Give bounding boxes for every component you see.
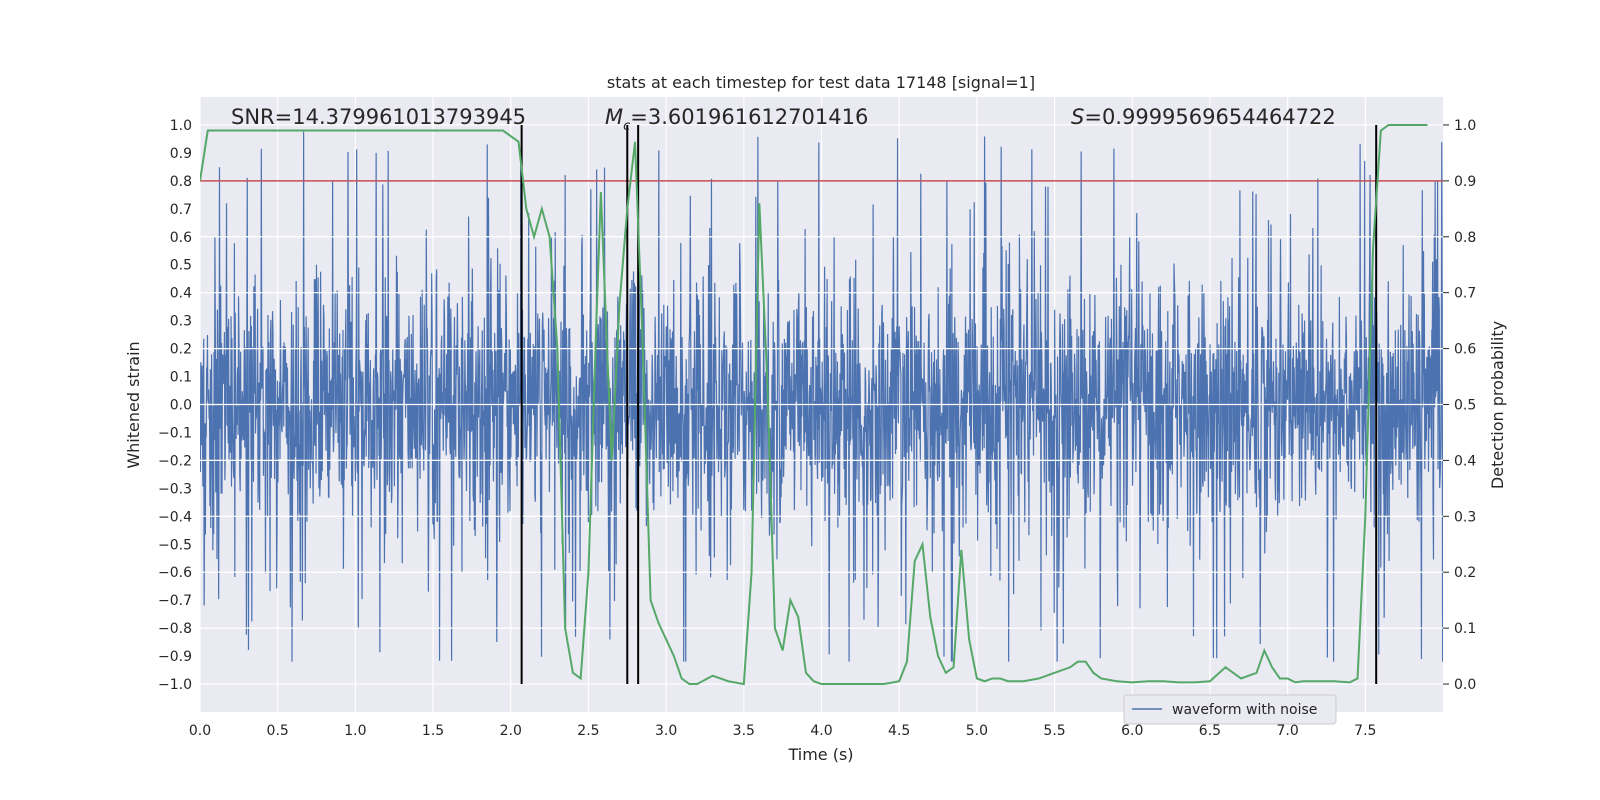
right-y-tick-label: 0.6 <box>1454 342 1476 358</box>
left-y-tick-label: −0.6 <box>158 565 192 581</box>
right-y-tick-label: 0.7 <box>1454 286 1476 302</box>
left-y-tick-label: 0.2 <box>170 342 192 358</box>
x-tick-label: 7.5 <box>1354 723 1376 739</box>
x-tick-label: 2.5 <box>577 723 599 739</box>
waveform-series <box>200 131 1443 662</box>
x-tick-label: 1.5 <box>422 723 444 739</box>
x-tick-label: 6.0 <box>1121 723 1143 739</box>
legend: waveform with noise <box>1123 694 1337 725</box>
detection-probability-series <box>200 123 1428 686</box>
x-tick-label: 3.0 <box>655 723 677 739</box>
x-tick-label: 6.5 <box>1199 723 1221 739</box>
right-y-tick-label: 1.0 <box>1454 118 1476 134</box>
left-y-tick-label: −0.1 <box>158 425 192 441</box>
left-y-tick-label: 0.3 <box>170 314 192 330</box>
x-tick-label: 3.5 <box>733 723 755 739</box>
right-y-tick-label: 0.9 <box>1454 174 1476 190</box>
left-y-tick-label: −0.7 <box>158 593 192 609</box>
x-tick-label: 7.0 <box>1276 723 1298 739</box>
left-y-tick-label: 0.6 <box>170 230 192 246</box>
x-tick-label: 4.5 <box>888 723 910 739</box>
left-y-axis-label: Whitened strain <box>124 341 143 468</box>
right-y-tick-label: 0.3 <box>1454 509 1476 525</box>
x-tick-label: 0.0 <box>189 723 211 739</box>
legend-box <box>1123 694 1337 725</box>
left-y-tick-label: −0.2 <box>158 453 192 469</box>
right-y-tick-label: 0.8 <box>1454 230 1476 246</box>
right-y-tick-label: 0.0 <box>1454 677 1476 693</box>
chirp-mass-symbol: M <box>605 105 623 129</box>
left-y-tick-label: 0.5 <box>170 258 192 274</box>
left-y-tick-label: 1.0 <box>170 118 192 134</box>
x-axis-label: Time (s) <box>787 745 853 764</box>
right-y-axis-label: Detection probability <box>1488 321 1507 489</box>
left-y-tick-label: 0.9 <box>170 146 192 162</box>
left-y-tick-label: −0.8 <box>158 621 192 637</box>
right-y-tick-label: 0.2 <box>1454 565 1476 581</box>
left-y-tick-label: −0.3 <box>158 481 192 497</box>
x-axis-ticks: 0.0 0.5 1.0 1.5 2.0 2.5 3.0 3.5 4.0 4.5 5.0 5.5 6.0 6… <box>189 723 1377 739</box>
left-y-tick-label: 0.4 <box>170 286 192 302</box>
detection-statistic-symbol: S <box>1071 105 1084 129</box>
left-y-axis-ticks: 1.0 0.9 0.8 0.7 0.6 0.5 0.4 0.3 0.2 0.1 0.0 −0.1 −0.… <box>158 118 192 693</box>
left-y-tick-label: 0.1 <box>170 370 192 386</box>
snr-annotation: SNR=14.379961013793945 <box>231 105 526 129</box>
detection-statistic-value: =0.9999569654464722 <box>1084 105 1335 129</box>
x-tick-label: 5.0 <box>966 723 988 739</box>
x-tick-label: 0.5 <box>267 723 289 739</box>
chirp-mass-subscript: c <box>623 119 630 134</box>
chirp-mass-value: =3.601961612701416 <box>630 105 868 129</box>
chart-title: stats at each timestep for test data 171… <box>607 73 1035 92</box>
left-y-tick-label: −1.0 <box>158 677 192 693</box>
right-y-axis-ticks: 1.0 0.9 0.8 0.7 0.6 0.5 0.4 0.3 0.2 0.1 0.0 <box>1443 118 1476 693</box>
x-tick-label: 2.0 <box>500 723 522 739</box>
left-y-tick-label: −0.4 <box>158 509 192 525</box>
right-y-tick-label: 0.4 <box>1454 453 1476 469</box>
x-tick-label: 1.0 <box>344 723 366 739</box>
left-y-tick-label: −0.5 <box>158 537 192 553</box>
right-y-tick-label: 0.5 <box>1454 398 1476 414</box>
left-y-tick-label: −0.9 <box>158 649 192 665</box>
left-y-tick-label: 0.8 <box>170 174 192 190</box>
left-y-tick-label: 0.0 <box>170 398 192 414</box>
right-y-tick-label: 0.1 <box>1454 621 1476 637</box>
detection-statistic-annotation: S=0.9999569654464722 <box>1071 105 1336 129</box>
chirp-mass-annotation: Mc=3.601961612701416 <box>605 105 868 134</box>
x-tick-label: 4.0 <box>810 723 832 739</box>
x-tick-label: 5.5 <box>1043 723 1065 739</box>
left-y-tick-label: 0.7 <box>170 202 192 218</box>
legend-entry-waveform: waveform with noise <box>1172 702 1317 718</box>
